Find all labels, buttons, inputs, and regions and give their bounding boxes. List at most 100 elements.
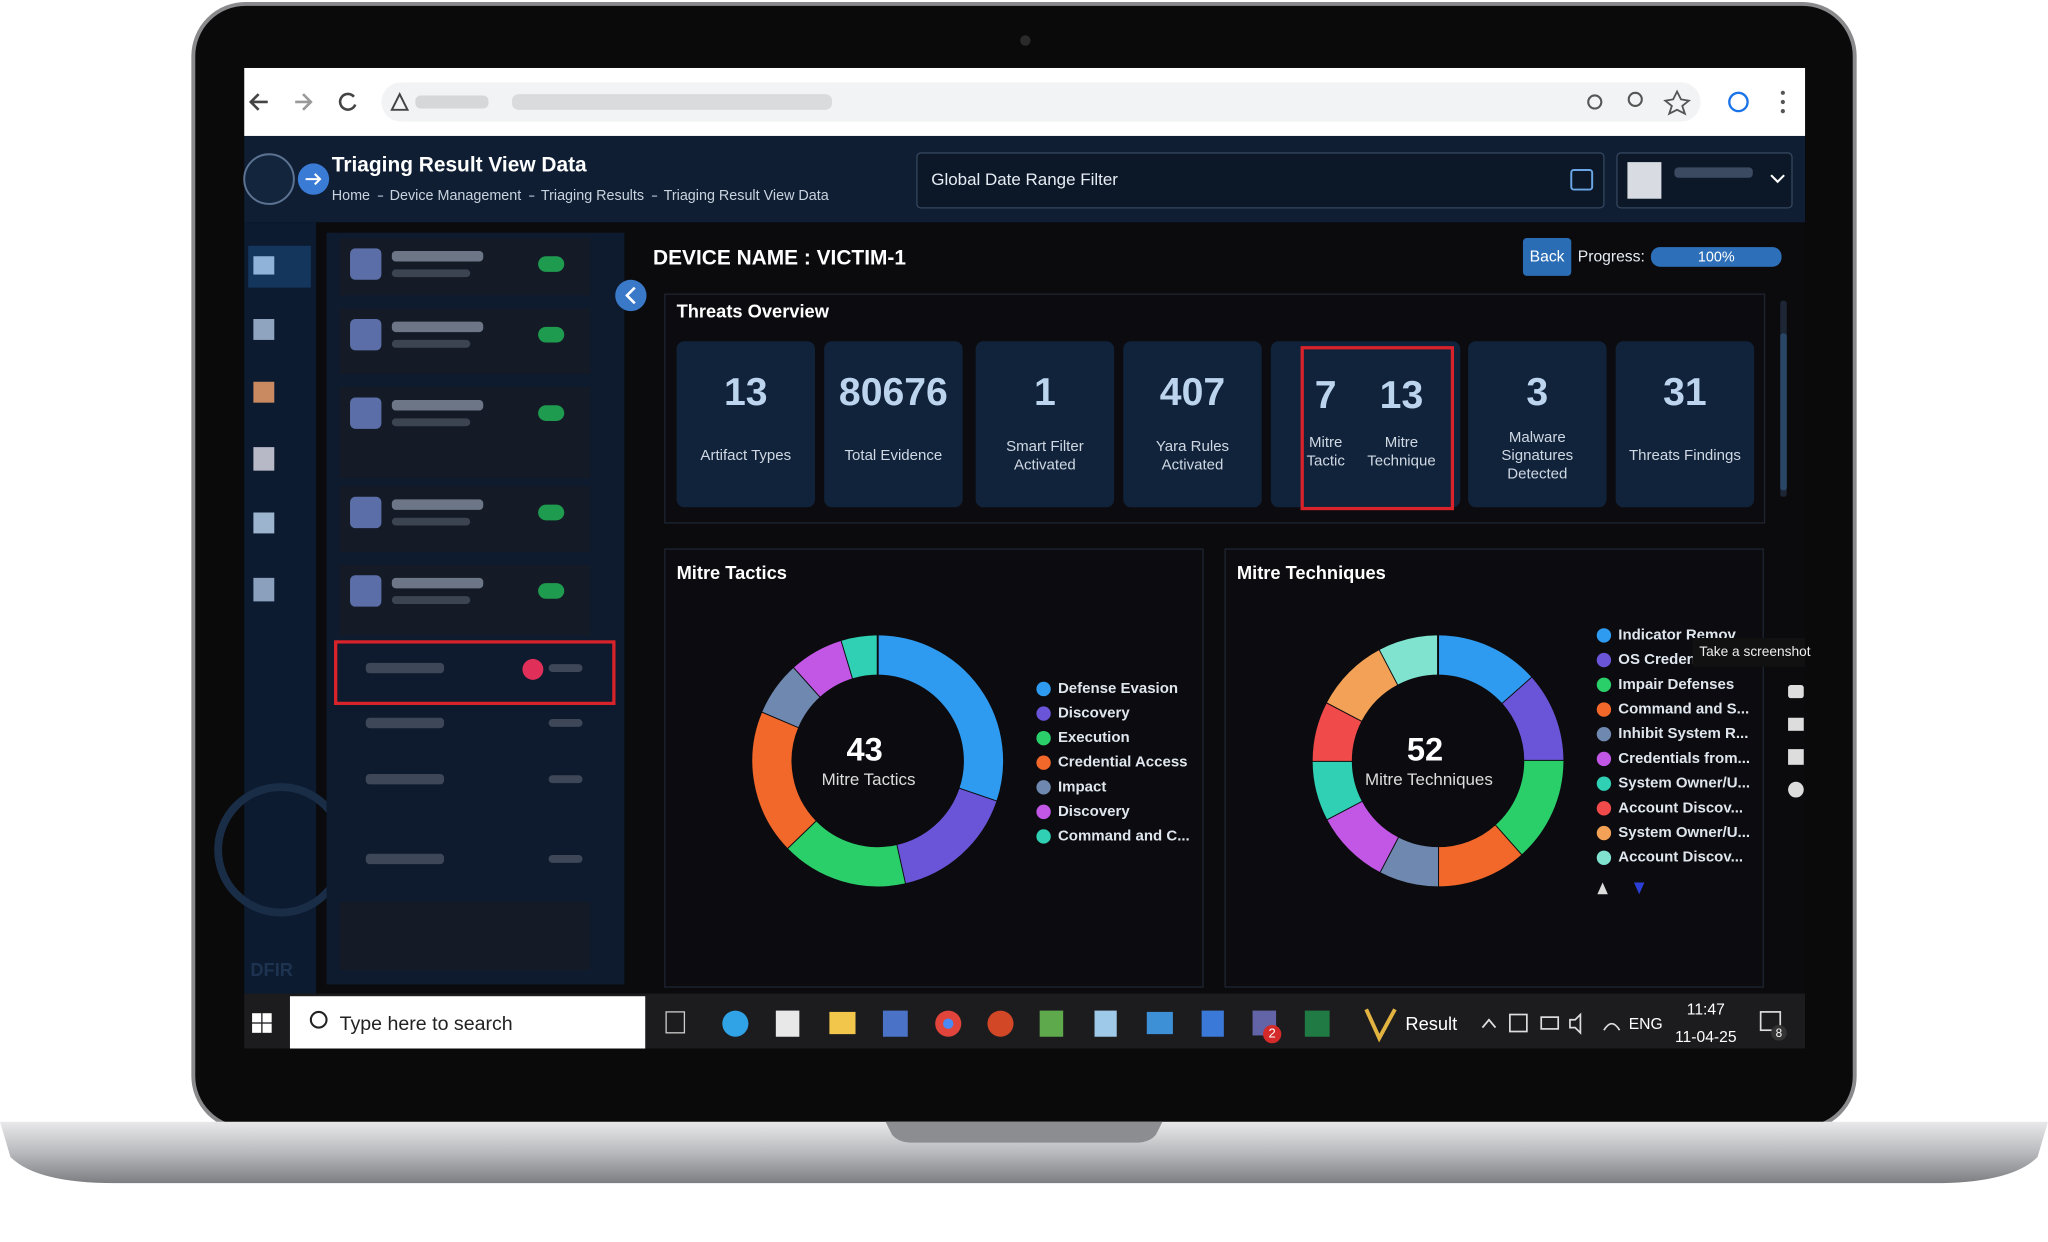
legend-swatch (1036, 706, 1051, 721)
progress-label: Progress: (1578, 249, 1645, 266)
chart-title: Mitre Techniques (1237, 562, 1386, 583)
legend-label: Impair Defenses (1618, 676, 1734, 693)
breadcrumb: Device Management (390, 188, 522, 204)
legend-swatch (1036, 780, 1051, 795)
address-bar[interactable] (381, 82, 1701, 122)
breadcrumb: Triaging Result View Data (664, 188, 829, 204)
legend-swatch (1596, 801, 1612, 816)
card (824, 341, 963, 508)
card-label-box: Smart Filter Activated (1006, 439, 1084, 473)
tooltip (1692, 637, 1806, 667)
blurred-user (1674, 167, 1753, 178)
reload-button[interactable] (338, 92, 357, 111)
cards: 13 Artifact Types 80676 Total Evidence 1 Smar… (676, 341, 1755, 511)
date-filter-label: Global Date Range Filter (931, 170, 1118, 189)
center-value: 52 (1407, 730, 1443, 767)
center-value: 43 (846, 730, 882, 767)
taskbar-apps[interactable] (665, 1008, 1397, 1043)
notification-icon[interactable] (1759, 1011, 1782, 1032)
page-title: Triaging Result View Data (332, 154, 587, 177)
donut-segment (1379, 836, 1439, 887)
language: ENG (1629, 1016, 1663, 1033)
card-value: 31 (1663, 371, 1707, 414)
legend-swatch (1036, 804, 1051, 820)
donut-segment (787, 820, 905, 887)
blurred-text (548, 855, 583, 863)
collapse-button[interactable] (615, 279, 647, 312)
legend-label: Inhibit System R... (1618, 725, 1748, 742)
legend-prev[interactable] (1597, 882, 1608, 895)
notification-count: 8 (1776, 1027, 1783, 1040)
card-value: 1 (1034, 371, 1056, 414)
logo (243, 153, 295, 205)
blurred-text (365, 853, 445, 865)
menu-icon[interactable] (1780, 90, 1785, 114)
blurred-text (391, 251, 484, 262)
chart-title: Mitre Tactics (677, 562, 787, 583)
blurred-text (391, 339, 471, 348)
highlight-box (334, 640, 616, 705)
clock-time: 11:47 (1687, 1002, 1725, 1019)
blurred-text (391, 400, 484, 411)
card (676, 341, 816, 508)
card-value: 407 (1160, 371, 1225, 414)
calendar-icon[interactable] (1570, 168, 1594, 191)
legend-swatch (1596, 850, 1612, 865)
donut-segment (1437, 635, 1532, 705)
notification-badge (1771, 1024, 1787, 1041)
bookmark-icon[interactable] (1663, 89, 1691, 116)
menu-icon (350, 397, 382, 429)
legend-swatch (1036, 681, 1051, 697)
legend-next[interactable] (1633, 882, 1645, 895)
back-btn[interactable] (1522, 237, 1572, 276)
screenshot-toolbar[interactable] (1788, 685, 1804, 798)
card-value: 80676 (839, 371, 948, 414)
badge-count: 2 (1269, 1026, 1276, 1041)
tray-icons[interactable] (1509, 1012, 1621, 1035)
blurred-url (512, 94, 832, 110)
donut-segment (1494, 760, 1564, 855)
blurred-text (391, 517, 471, 526)
tray-expand[interactable] (1481, 1018, 1497, 1029)
donut-segment (762, 667, 821, 728)
legend-swatch (1596, 751, 1612, 767)
center-label: Mitre Tactics (822, 770, 916, 789)
segment-gap (840, 639, 855, 680)
blurred-text (548, 719, 583, 727)
camera (1020, 35, 1031, 46)
toggle (538, 405, 565, 421)
legend-label: OS Credent (1618, 651, 1701, 668)
zoom-icon[interactable] (1627, 91, 1643, 107)
legend-swatch (1596, 825, 1612, 841)
forward-button[interactable] (295, 93, 313, 111)
toggle (538, 326, 565, 343)
blurred-text (391, 577, 484, 589)
search-placeholder: Type here to search (340, 1013, 513, 1035)
menu-icon (350, 496, 382, 529)
blurred-text (365, 773, 445, 785)
card-label-box: Malware Signatures Detected (1501, 430, 1573, 482)
clock-date: 11-04-25 (1675, 1029, 1737, 1046)
blurred-text (391, 418, 471, 427)
scroll-thumb (1780, 333, 1787, 491)
donut-segment (841, 635, 879, 679)
blurred-text (391, 321, 484, 333)
profile-icon[interactable] (1728, 91, 1749, 113)
donut-segment (877, 635, 1004, 802)
legend-swatch (1596, 628, 1612, 643)
breadcrumb: Triaging Results (541, 188, 644, 204)
card-label-box: Yara Rules Activated (1156, 439, 1229, 473)
legend-label: Account Discov... (1618, 799, 1743, 816)
card (1468, 341, 1607, 508)
nav-toggle-arrow (305, 173, 322, 186)
key-icon[interactable] (1587, 94, 1603, 110)
search-box[interactable] (289, 996, 646, 1049)
toggle (538, 583, 565, 599)
donut-segment (1327, 800, 1399, 873)
back-button[interactable] (248, 93, 268, 111)
date-filter[interactable] (916, 152, 1605, 209)
threats-title: Threats Overview (677, 300, 830, 321)
donut-segment (1312, 760, 1363, 820)
start-button[interactable] (252, 1013, 272, 1033)
